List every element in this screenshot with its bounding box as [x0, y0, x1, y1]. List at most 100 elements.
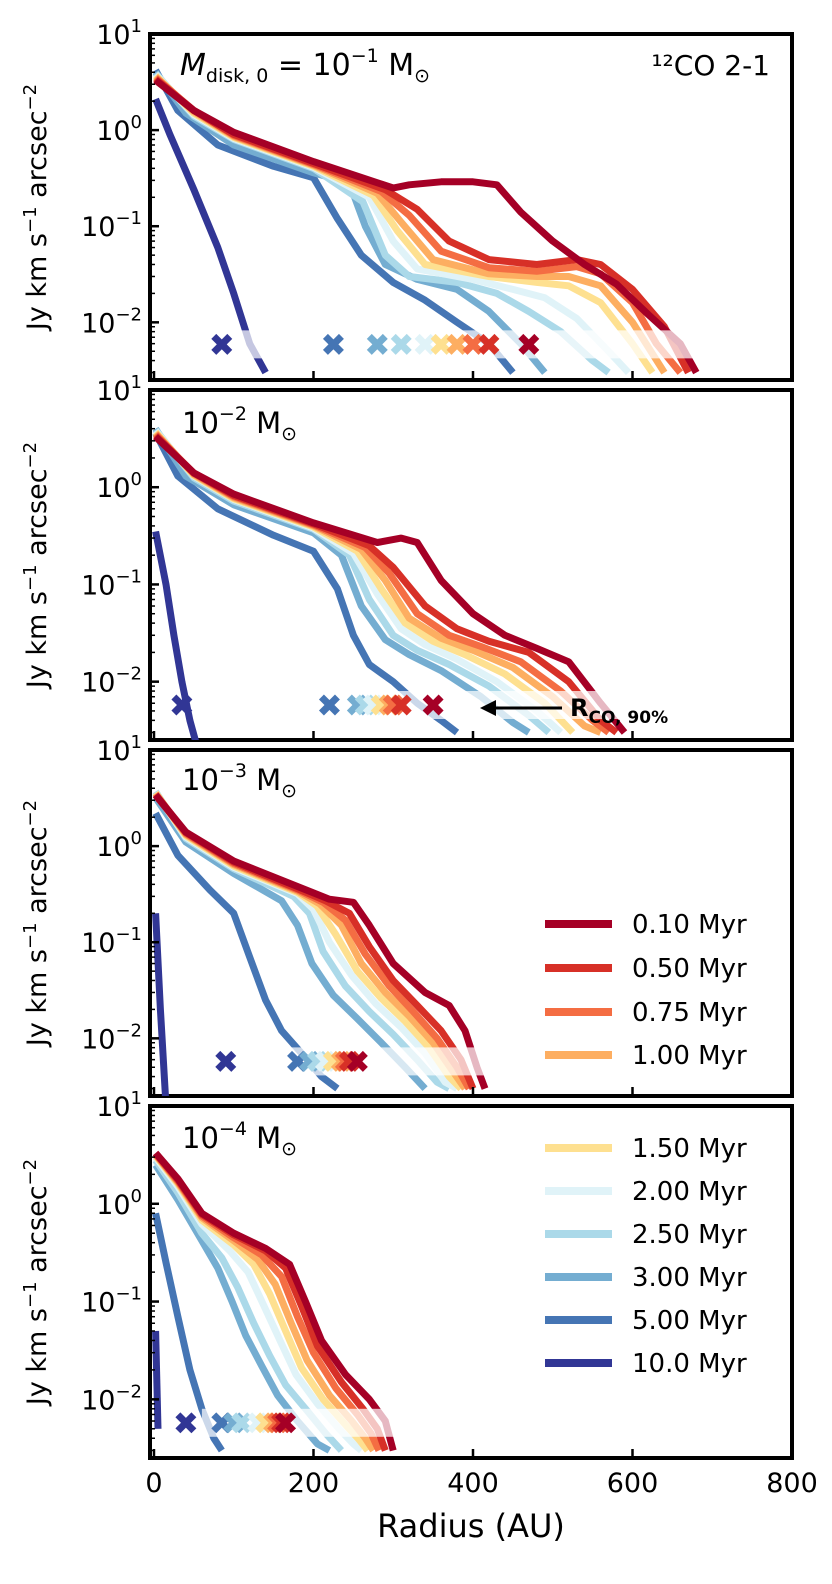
panel-4-frame [148, 1104, 794, 1460]
x-tick-label: 0 [145, 1468, 162, 1499]
r90-marker-0-10-Myr [422, 694, 444, 716]
panel-1: 10−2 10−1 100 101 [81, 16, 794, 382]
panel-2-mass-label: 10−2 M⊙ [182, 403, 297, 445]
r90-marker-1-00-Myr [446, 333, 468, 355]
legend-label: 0.50 Myr [632, 954, 747, 984]
series-line-0-10-Myr [153, 434, 628, 735]
y-axis-label-3: Jy km s−1 arcsec−2 [20, 800, 53, 1048]
x-tick-label: 200 [288, 1468, 340, 1499]
series-line-3-00-Myr [152, 426, 531, 736]
r90-marker-2-50-Myr [390, 333, 412, 355]
y-tick-label: 100 [96, 1186, 142, 1221]
y-tick-label: 10−2 [81, 1381, 142, 1416]
y-tick-label: 10−2 [81, 1020, 142, 1055]
r90-marker-2-00-Myr [414, 333, 436, 355]
y-axis-label-2: Jy km s−1 arcsec−2 [20, 442, 53, 690]
legend-label: 2.00 Myr [632, 1177, 747, 1207]
legend-entry: 2.50 Myr [545, 1220, 747, 1250]
y-tick-label: 101 [96, 372, 142, 407]
x-tick-label: 800 [766, 1468, 818, 1499]
panel-3-frame [148, 748, 794, 1098]
r90-marker-0-50-Myr [478, 333, 500, 355]
legend: 0.10 Myr 0.50 Myr 0.75 Myr 1.00 Myr 1.50 Myr… [545, 910, 747, 1379]
panel-4: 10−2 10−1 100 101 0 200 400 600 800 [81, 1088, 818, 1499]
panel-1-frame [148, 32, 794, 382]
y-tick-label: 100 [96, 469, 142, 504]
r90-marker-0-75-Myr [462, 333, 484, 355]
y-axis-label-1: Jy km s−1 arcsec−2 [20, 84, 53, 332]
legend-label: 1.50 Myr [632, 1134, 747, 1164]
x-tick-label: 400 [447, 1468, 499, 1499]
x-axis-label: Radius (AU) [377, 1507, 565, 1545]
legend-label: 10.0 Myr [632, 1349, 747, 1379]
r90-marker-5-00-Myr [322, 333, 344, 355]
panel-4-curves [152, 1150, 397, 1454]
series-line-3-00-Myr [152, 70, 548, 375]
y-tick-label: 101 [96, 16, 142, 51]
legend-label: 0.75 Myr [632, 998, 747, 1028]
series-line-0-10-Myr [152, 1150, 397, 1452]
panel-1-curves [152, 68, 700, 376]
panel-4-mass-label: 10−4 M⊙ [182, 1118, 297, 1160]
legend-label: 0.10 Myr [632, 910, 747, 940]
series-line-0-10-Myr [153, 77, 700, 375]
x-tick-label: 600 [607, 1468, 659, 1499]
r90-marker-0-10-Myr [275, 1412, 297, 1434]
r90-marker-3-00-Myr [366, 333, 388, 355]
series-line-10-0-Myr [152, 913, 169, 1096]
y-tick-label: 100 [96, 828, 142, 863]
r90-marker-0-10-Myr [346, 1050, 368, 1072]
svg-text:Jy km s−1 arcsec−2: Jy km s−1 arcsec−2 [20, 84, 53, 332]
y-tick-label: 100 [96, 112, 142, 147]
line-label: ¹²CO 2-1 [651, 49, 770, 82]
y-tick-label: 10−2 [81, 664, 142, 699]
y-axis-label-4: Jy km s−1 arcsec−2 [20, 1159, 53, 1407]
series-line-0-75-Myr [153, 75, 683, 375]
r-co-90-annotation: RCO, 90% [480, 694, 668, 728]
legend-entry: 0.75 Myr [545, 998, 747, 1028]
legend-entry: 0.10 Myr [545, 910, 747, 940]
legend-entry: 1.00 Myr [545, 1041, 747, 1071]
panel-1-marker-band [237, 330, 785, 359]
series-line-5-00-Myr [152, 68, 516, 375]
panel-1-mass-label: Mdisk, 0 = 10−1 M⊙ [180, 45, 430, 87]
y-tick-label: 10−1 [81, 924, 142, 959]
r90-marker-10-0-Myr [175, 1412, 197, 1434]
r90-marker-5-00-Myr [318, 694, 340, 716]
r90-marker-10-0-Myr [171, 694, 193, 716]
series-line-2-50-Myr [152, 1158, 344, 1453]
r90-marker-0-50-Myr [390, 694, 412, 716]
legend-entry: 5.00 Myr [545, 1306, 747, 1336]
y-tick-label: 10−1 [81, 1284, 142, 1319]
legend-label: 2.50 Myr [632, 1220, 747, 1250]
legend-label: 5.00 Myr [632, 1306, 747, 1336]
panel-2-frame [148, 388, 794, 742]
legend-entry: 3.00 Myr [545, 1263, 747, 1293]
y-tick-label: 101 [96, 1088, 142, 1123]
svg-text:RCO, 90%: RCO, 90% [570, 694, 668, 728]
panel-4-marker-band [201, 1408, 785, 1437]
series-line-0-10-Myr [152, 792, 489, 1090]
legend-entry: 10.0 Myr [545, 1349, 747, 1379]
svg-text:Jy km s−1 arcsec−2: Jy km s−1 arcsec−2 [20, 800, 53, 1048]
r90-marker-10-0-Myr [215, 1050, 237, 1072]
series-line-10-0-Myr [152, 1330, 162, 1429]
r90-marker-0-10-Myr [518, 333, 540, 355]
r-co-90-arrowhead [480, 700, 496, 716]
r90-marker-10-0-Myr [211, 333, 233, 355]
y-tick-label: 10−1 [81, 566, 142, 601]
r90-marker-2-50-Myr [231, 1412, 253, 1434]
y-tick-label: 10−2 [81, 304, 142, 339]
legend-entry: 0.50 Myr [545, 954, 747, 984]
series-line-5-00-Myr [152, 1212, 225, 1453]
legend-label: 3.00 Myr [632, 1263, 747, 1293]
panel-3: 10−2 10−1 100 101 [81, 732, 794, 1098]
y-tick-label: 101 [96, 732, 142, 767]
legend-label: 1.00 Myr [632, 1041, 747, 1071]
svg-text:Jy km s−1 arcsec−2: Jy km s−1 arcsec−2 [20, 1159, 53, 1407]
y-tick-label: 10−1 [81, 208, 142, 243]
svg-text:Jy km s−1 arcsec−2: Jy km s−1 arcsec−2 [20, 442, 53, 690]
r90-marker-1-50-Myr [430, 333, 452, 355]
series-line-10-0-Myr [152, 530, 199, 740]
